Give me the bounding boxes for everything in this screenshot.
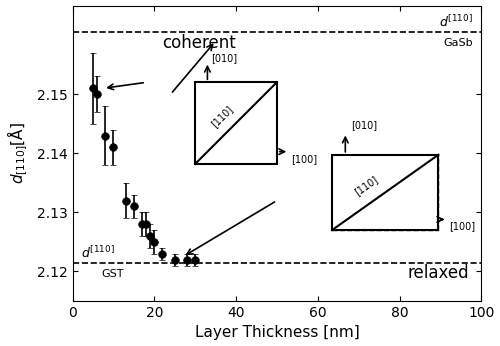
Text: coherent: coherent bbox=[162, 34, 236, 52]
Text: GST: GST bbox=[101, 268, 124, 279]
X-axis label: Layer Thickness [nm]: Layer Thickness [nm] bbox=[194, 326, 360, 340]
Text: $d^{[110]}$: $d^{[110]}$ bbox=[440, 15, 473, 30]
Text: $d^{[110]}$: $d^{[110]}$ bbox=[80, 245, 114, 261]
Text: relaxed: relaxed bbox=[408, 264, 469, 282]
Y-axis label: $d_{[110]}$[Å]: $d_{[110]}$[Å] bbox=[6, 122, 30, 184]
Text: GaSb: GaSb bbox=[444, 38, 473, 48]
